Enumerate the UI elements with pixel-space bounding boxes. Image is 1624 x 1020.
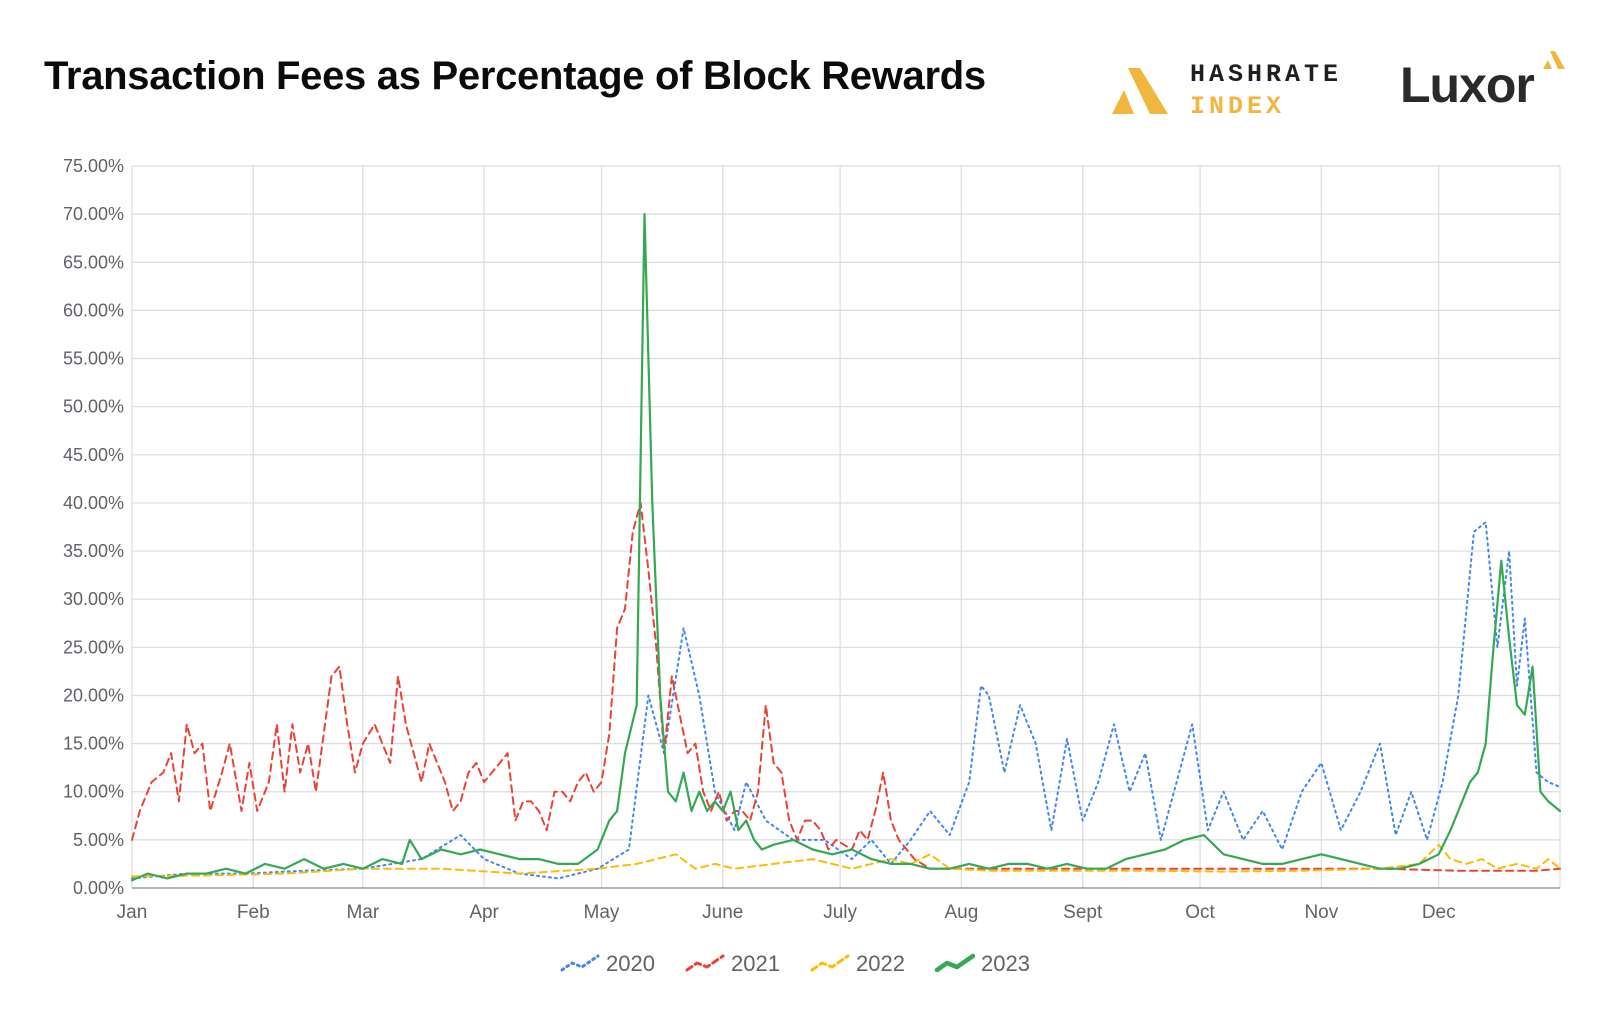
index-wordmark: INDEX	[1190, 92, 1286, 121]
y-tick-label: 5.00%	[73, 830, 124, 850]
luxor-wordmark: Luxor	[1400, 57, 1535, 113]
legend-swatch	[810, 954, 850, 972]
x-tick-label: Sept	[1063, 902, 1103, 923]
y-tick-label: 25.00%	[63, 637, 124, 657]
chart-legend: 2020 2021 2022 2023	[560, 951, 1030, 976]
legend-swatch	[685, 954, 725, 972]
x-tick-label: June	[702, 902, 743, 923]
y-tick-label: 30.00%	[63, 589, 124, 609]
hashrate-index-mark-icon	[1112, 68, 1168, 114]
legend-item-2023[interactable]: 2023	[934, 951, 1030, 976]
legend-item-2022[interactable]: 2022	[810, 951, 905, 976]
y-tick-label: 0.00%	[73, 878, 124, 898]
hashrate-index-logo: HASHRATE INDEX	[1110, 56, 1350, 126]
y-tick-label: 60.00%	[63, 300, 124, 320]
series-line-2021	[131, 501, 1561, 872]
series-line-2020	[131, 521, 1561, 880]
chart-title: Transaction Fees as Percentage of Block …	[44, 54, 986, 98]
y-tick-label: 45.00%	[63, 445, 124, 465]
series-lines	[130, 213, 1562, 882]
y-tick-label: 20.00%	[63, 685, 124, 705]
legend-label: 2020	[606, 951, 655, 976]
y-tick-label: 65.00%	[63, 252, 124, 272]
luxor-logo: Luxor	[1400, 50, 1580, 120]
x-tick-label: Jan	[117, 902, 148, 923]
x-tick-label: Mar	[346, 902, 379, 923]
y-tick-label: 55.00%	[63, 349, 124, 369]
y-tick-label: 70.00%	[63, 204, 124, 224]
hashrate-wordmark: HASHRATE	[1190, 60, 1343, 89]
series-line-2023	[130, 213, 1562, 882]
x-tick-label: Oct	[1185, 902, 1215, 923]
y-tick-label: 75.00%	[63, 156, 124, 176]
x-tick-label: Nov	[1304, 902, 1338, 923]
y-tick-label: 10.00%	[63, 782, 124, 802]
x-tick-label: Apr	[469, 902, 499, 923]
legend-swatch	[934, 953, 976, 973]
x-tick-label: July	[823, 902, 857, 923]
y-axis-ticks: 0.00% 5.00% 10.00% 15.00% 20.00% 25.00% 30.00%…	[63, 156, 124, 898]
legend-swatch	[560, 954, 600, 972]
y-tick-label: 40.00%	[63, 493, 124, 513]
legend-item-2021[interactable]: 2021	[685, 951, 780, 976]
x-tick-label: May	[584, 902, 620, 923]
x-tick-label: Dec	[1422, 902, 1456, 923]
legend-label: 2021	[731, 951, 780, 976]
x-tick-label: Aug	[945, 902, 979, 923]
y-tick-label: 50.00%	[63, 397, 124, 417]
chart-grid	[131, 165, 1561, 889]
y-tick-label: 15.00%	[63, 734, 124, 754]
legend-label: 2023	[981, 951, 1030, 976]
legend-item-2020[interactable]: 2020	[560, 951, 655, 976]
y-tick-label: 35.00%	[63, 541, 124, 561]
x-axis-ticks: Jan Feb Mar Apr May June July Aug Sept Oct Nov Dec	[117, 902, 1456, 923]
luxor-mark-icon	[1543, 51, 1565, 69]
series-line-2022	[131, 843, 1561, 878]
x-tick-label: Feb	[237, 902, 270, 923]
legend-label: 2022	[856, 951, 905, 976]
